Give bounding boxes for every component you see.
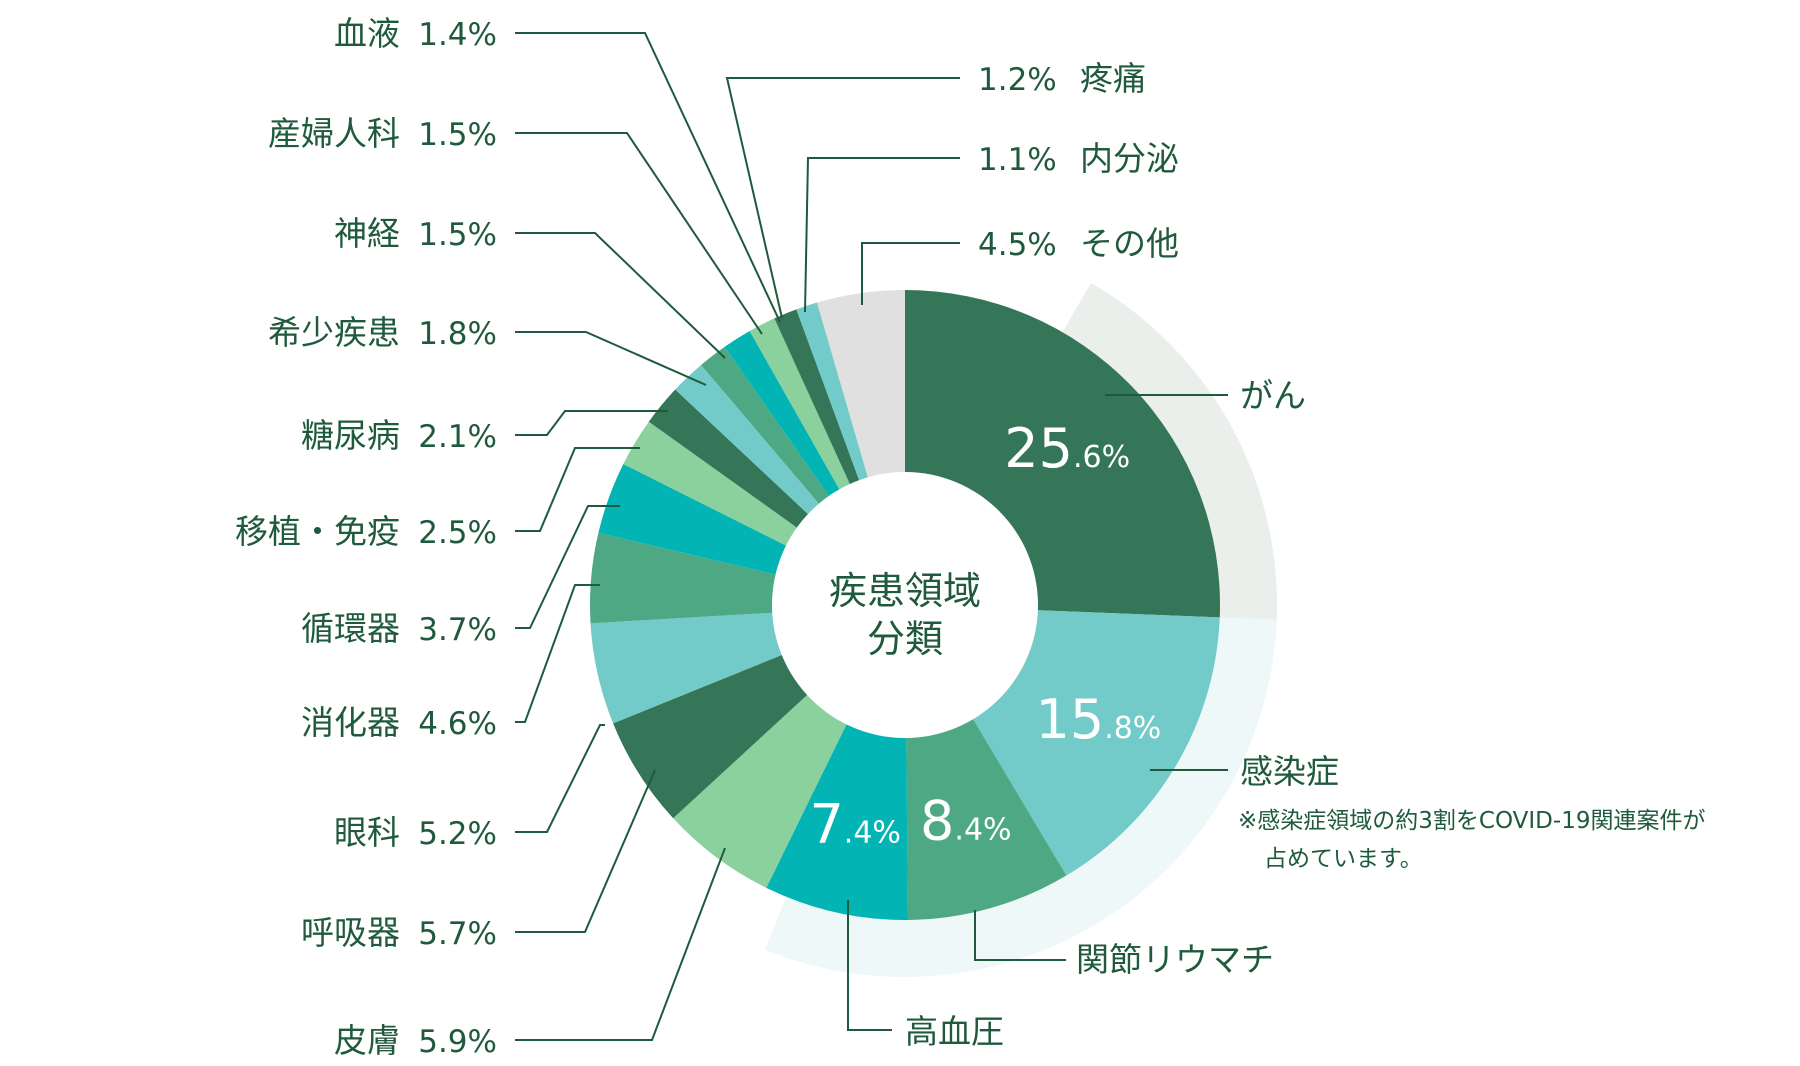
infection-note-line1: ※感染症領域の約3割をCOVID-19関連案件が	[1238, 808, 1705, 834]
slice-value-label: 25.6%	[1004, 417, 1130, 480]
left-label-pct: 3.7%	[418, 612, 497, 648]
left-label-pct: 5.2%	[418, 816, 497, 852]
slice-label-infection: 感染症	[1240, 752, 1339, 791]
leader-line	[515, 132, 763, 335]
left-label-pct: 2.1%	[418, 419, 497, 455]
left-label-pct: 1.4%	[418, 17, 497, 53]
slice-label-hypertension: 高血圧	[905, 1012, 1004, 1051]
leader-line	[515, 447, 640, 532]
right-label-name: その他	[1080, 224, 1179, 263]
right-label-pct: 4.5%	[978, 227, 1057, 263]
leader-line	[515, 724, 605, 833]
leader-line	[515, 32, 781, 323]
label-layer: 25.6% 15.8% 8.4% 7.4% 血液 1.4% 産婦人科 1.5% 神経 1.5% 希少…	[235, 14, 1179, 1060]
left-label-name: 血液	[334, 14, 400, 53]
right-label-pct: 1.2%	[978, 62, 1057, 98]
left-label-pct: 1.8%	[418, 316, 497, 352]
left-label-name: 移植・免疫	[235, 512, 400, 551]
center-label-line2: 分類	[867, 617, 943, 661]
slice-value-label: 15.8%	[1035, 688, 1161, 751]
left-label-name: 皮膚	[334, 1021, 400, 1060]
leader-line	[974, 910, 1066, 961]
slice-label-cancer: がん	[1240, 376, 1306, 415]
center-label-line1: 疾患領域	[829, 569, 981, 613]
leader-line-layer	[515, 32, 1228, 1041]
right-label-name: 内分泌	[1080, 139, 1179, 178]
infection-note-line2: 占めています。	[1264, 846, 1423, 872]
left-label-pct: 5.9%	[418, 1024, 497, 1060]
slice-value-label: 7.4%	[809, 792, 901, 855]
right-label-name: 疼痛	[1080, 59, 1146, 98]
left-label-pct: 5.7%	[418, 916, 497, 952]
left-label-name: 循環器	[301, 609, 400, 648]
slice-value-label: 8.4%	[920, 790, 1012, 853]
left-label-name: 神経	[334, 214, 400, 253]
leader-line	[804, 157, 960, 313]
leader-line	[515, 505, 620, 629]
donut-hole	[772, 472, 1038, 738]
leader-line	[515, 410, 668, 436]
leader-line	[861, 242, 960, 305]
left-label-pct: 4.6%	[418, 706, 497, 742]
left-label-name: 糖尿病	[301, 416, 400, 455]
leader-line	[515, 584, 600, 723]
leader-line	[847, 900, 892, 1031]
leader-line	[515, 847, 726, 1041]
leader-line	[515, 331, 707, 386]
slice-label-rheumatoid-arthritis: 関節リウマチ	[1076, 940, 1274, 979]
right-label-pct: 1.1%	[978, 142, 1057, 178]
left-label-name: 呼吸器	[301, 913, 400, 952]
left-label-pct: 2.5%	[418, 515, 497, 551]
leader-line	[725, 77, 960, 319]
left-label-name: 産婦人科	[268, 114, 400, 153]
left-label-name: 眼科	[334, 813, 400, 852]
leader-line	[515, 232, 726, 359]
left-label-pct: 1.5%	[418, 217, 497, 253]
leader-line	[515, 769, 656, 933]
left-label-pct: 1.5%	[418, 117, 497, 153]
left-label-name: 希少疾患	[268, 313, 400, 352]
left-label-name: 消化器	[301, 703, 400, 742]
